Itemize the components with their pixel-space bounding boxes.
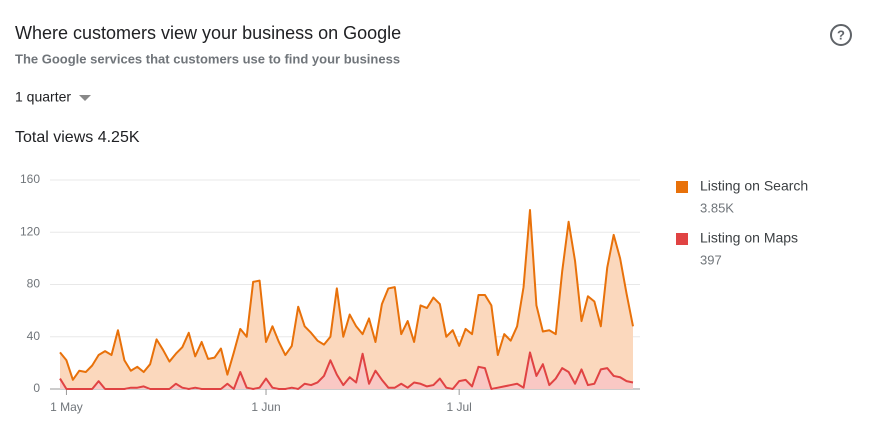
x-tick-label: 1 Jul	[446, 400, 471, 414]
legend-label: Listing on Maps	[700, 230, 798, 246]
y-tick-label: 80	[27, 277, 41, 291]
x-tick-label: 1 Jun	[251, 400, 280, 414]
legend-total: 3.85K	[700, 200, 734, 215]
period-dropdown[interactable]: 1 quarter	[15, 89, 91, 105]
legend-swatch	[676, 233, 688, 245]
help-icon[interactable]: ?	[830, 24, 852, 46]
help-mark[interactable]: ?	[837, 27, 845, 42]
subtitle: The Google services that customers use t…	[15, 51, 400, 66]
title: Where customers view your business on Go…	[15, 23, 401, 43]
legend-total: 397	[700, 252, 722, 267]
y-tick-label: 0	[33, 381, 40, 395]
total-views: Total views 4.25K	[15, 129, 140, 146]
help-circle[interactable]	[830, 24, 852, 46]
y-tick-label: 40	[27, 329, 41, 343]
area-fill	[60, 210, 633, 389]
legend-label: Listing on Search	[700, 178, 808, 194]
y-tick-label: 160	[20, 172, 40, 186]
dropdown-arrow[interactable]	[79, 95, 91, 101]
series-line	[59, 351, 634, 390]
series-line	[59, 209, 634, 381]
period-label[interactable]: 1 quarter	[15, 89, 71, 105]
y-tick-label: 120	[20, 224, 40, 238]
x-tick-label: 1 May	[50, 400, 83, 414]
legend-swatch	[676, 181, 688, 193]
